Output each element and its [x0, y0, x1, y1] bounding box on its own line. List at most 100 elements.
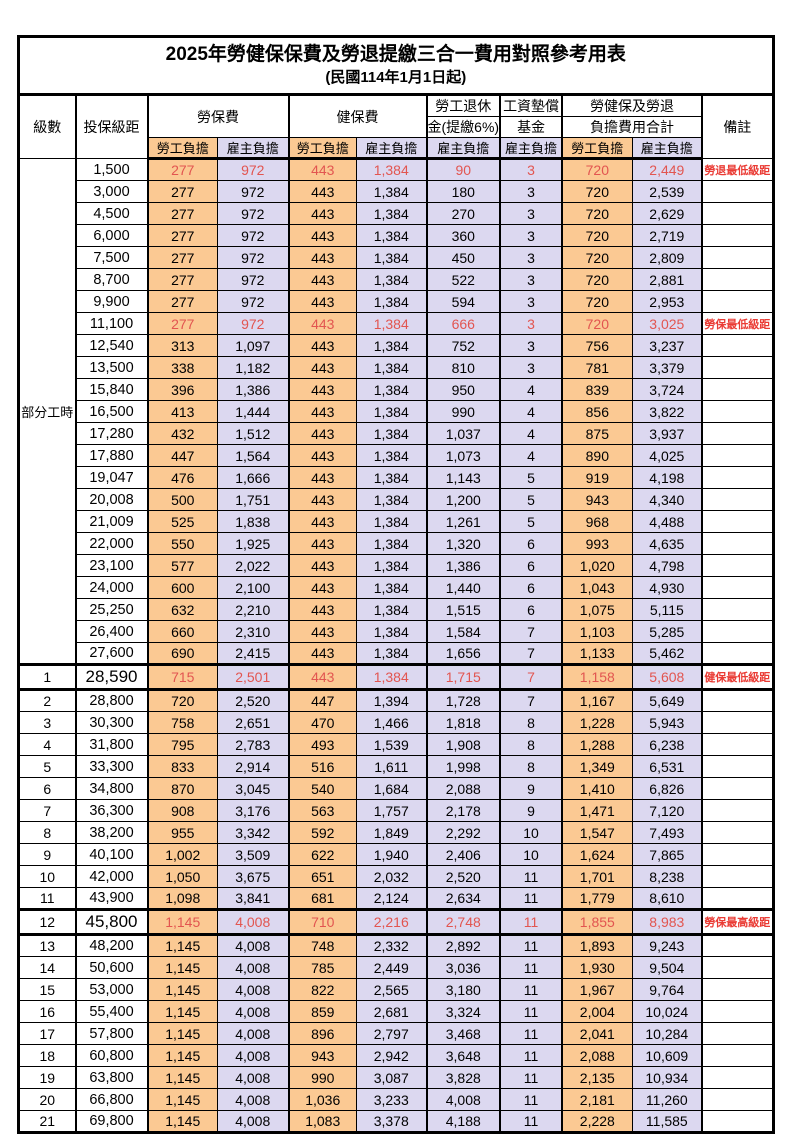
cell-total-employer: 6,531 [631, 755, 704, 778]
cell-wage-fund-employer: 11 [499, 1110, 564, 1133]
cell-total-employer: 4,025 [631, 444, 704, 467]
cell-health-employer: 2,797 [356, 1022, 428, 1045]
cell-insured-salary: 7,500 [75, 246, 149, 269]
cell-total-employee: 1,103 [561, 620, 633, 643]
table-row: 17,280 432 1,512 443 1,384 1,037 4 875 3,937 [19, 422, 774, 445]
cell-pension-employer: 2,634 [426, 887, 502, 910]
cell-total-employer: 5,608 [631, 663, 704, 691]
cell-labor-employer: 2,415 [217, 642, 290, 665]
cell-remark [701, 1088, 774, 1111]
cell-total-employer: 10,609 [631, 1044, 704, 1067]
cell-remark [701, 1110, 774, 1133]
cell-remark [701, 532, 774, 555]
cell-health-employer: 2,681 [356, 1000, 428, 1023]
cell-remark [701, 400, 774, 423]
cell-health-employee: 896 [288, 1022, 357, 1045]
cell-wage-fund-employer: 10 [499, 821, 564, 844]
cell-wage-fund-employer: 4 [499, 444, 564, 467]
cell-wage-fund-employer: 11 [499, 1022, 564, 1045]
table-row: 14 50,600 1,145 4,008 785 2,449 3,036 11 1,930 9,… [18, 956, 774, 979]
cell-insured-salary: 13,500 [75, 356, 149, 379]
cell-health-employer: 1,684 [356, 777, 428, 800]
cell-insured-salary: 53,000 [75, 978, 149, 1001]
table-row: 16 55,400 1,145 4,008 859 2,681 3,324 11 2,004 10… [18, 1000, 774, 1023]
cell-pension-employer: 2,178 [426, 799, 502, 822]
cell-labor-employer: 972 [217, 290, 290, 313]
cell-health-employer: 1,384 [356, 290, 428, 313]
cell-health-employee: 943 [288, 1044, 357, 1067]
col-group-total-line1: 勞健保及勞退 [561, 94, 704, 117]
cell-labor-employee: 525 [147, 510, 218, 533]
cell-pension-employer: 2,748 [426, 908, 502, 936]
cell-health-employer: 1,384 [356, 202, 428, 225]
cell-total-employer: 7,865 [631, 843, 704, 866]
cell-pension-employer: 950 [426, 378, 502, 401]
cell-health-employer: 1,384 [356, 312, 428, 335]
cell-labor-employer: 1,751 [217, 488, 290, 511]
cell-total-employer: 4,198 [631, 466, 704, 489]
cell-remark [701, 246, 774, 269]
cell-labor-employer: 4,008 [217, 908, 290, 936]
table-row: 10 42,000 1,050 3,675 651 2,032 2,520 11 1,701 8,… [18, 865, 774, 888]
cell-labor-employee: 1,002 [147, 843, 218, 866]
cell-health-employee: 447 [288, 689, 357, 712]
cell-labor-employer: 2,210 [217, 598, 290, 621]
cell-total-employee: 1,349 [561, 755, 633, 778]
cell-remark [701, 821, 774, 844]
cell-level: 6 [18, 777, 77, 800]
cell-labor-employee: 1,145 [147, 1022, 218, 1045]
cell-remark [701, 598, 774, 621]
cell-total-employee: 756 [561, 334, 633, 357]
cell-total-employer: 10,934 [631, 1066, 704, 1089]
fee-comparison-sheet: 2025年勞健保保費及勞退提繳三合一費用對照參考用表 (民國114年1月1日起)… [17, 35, 775, 1134]
cell-wage-fund-employer: 11 [499, 1044, 564, 1067]
cell-remark [701, 466, 774, 489]
cell-labor-employer: 1,666 [217, 466, 290, 489]
cell-total-employer: 10,024 [631, 1000, 704, 1023]
cell-remark [701, 620, 774, 643]
cell-health-employer: 1,384 [356, 532, 428, 555]
cell-insured-salary: 36,300 [75, 799, 149, 822]
cell-health-employee: 1,036 [288, 1088, 357, 1111]
cell-remark [701, 865, 774, 888]
table-row: 13,500 338 1,182 443 1,384 810 3 781 3,379 [19, 356, 774, 379]
cell-total-employee: 856 [561, 400, 633, 423]
cell-health-employer: 1,384 [356, 334, 428, 357]
col-header-salary: 投保級距 [75, 94, 149, 159]
col-group-wage-fund-line2: 基金 [499, 116, 564, 138]
cell-labor-employer: 972 [217, 202, 290, 225]
cell-total-employee: 1,779 [561, 887, 633, 910]
cell-insured-salary: 19,047 [75, 466, 149, 489]
cell-level: 20 [18, 1088, 77, 1111]
cell-insured-salary: 43,900 [75, 887, 149, 910]
cell-total-employee: 1,471 [561, 799, 633, 822]
cell-health-employee: 443 [288, 356, 357, 379]
cell-remark [701, 290, 774, 313]
cell-pension-employer: 3,828 [426, 1066, 502, 1089]
cell-labor-employee: 432 [147, 422, 218, 445]
cell-wage-fund-employer: 5 [499, 466, 564, 489]
cell-wage-fund-employer: 11 [499, 865, 564, 888]
cell-labor-employer: 2,914 [217, 755, 290, 778]
cell-health-employee: 443 [288, 312, 357, 335]
cell-wage-fund-employer: 11 [499, 908, 564, 936]
cell-health-employee: 443 [288, 488, 357, 511]
cell-total-employer: 5,285 [631, 620, 704, 643]
cell-labor-employee: 1,145 [147, 908, 218, 936]
header-group-row-2: 金(提繳6%) 基金 負擔費用合計 [19, 116, 774, 138]
cell-health-employee: 859 [288, 1000, 357, 1023]
cell-health-employer: 3,087 [356, 1066, 428, 1089]
cell-wage-fund-employer: 11 [499, 978, 564, 1001]
cell-wage-fund-employer: 6 [499, 554, 564, 577]
cell-wage-fund-employer: 11 [499, 1066, 564, 1089]
cell-insured-salary: 26,400 [75, 620, 149, 643]
col-group-pension-line1: 勞工退休 [426, 94, 502, 117]
cell-labor-employer: 4,008 [217, 1022, 290, 1045]
cell-health-employer: 1,384 [356, 400, 428, 423]
cell-insured-salary: 69,800 [75, 1110, 149, 1133]
cell-total-employee: 720 [561, 268, 633, 291]
col-group-total-line2: 負擔費用合計 [561, 116, 704, 138]
cell-health-employee: 443 [288, 246, 357, 269]
cell-pension-employer: 1,440 [426, 576, 502, 599]
cell-total-employee: 1,701 [561, 865, 633, 888]
